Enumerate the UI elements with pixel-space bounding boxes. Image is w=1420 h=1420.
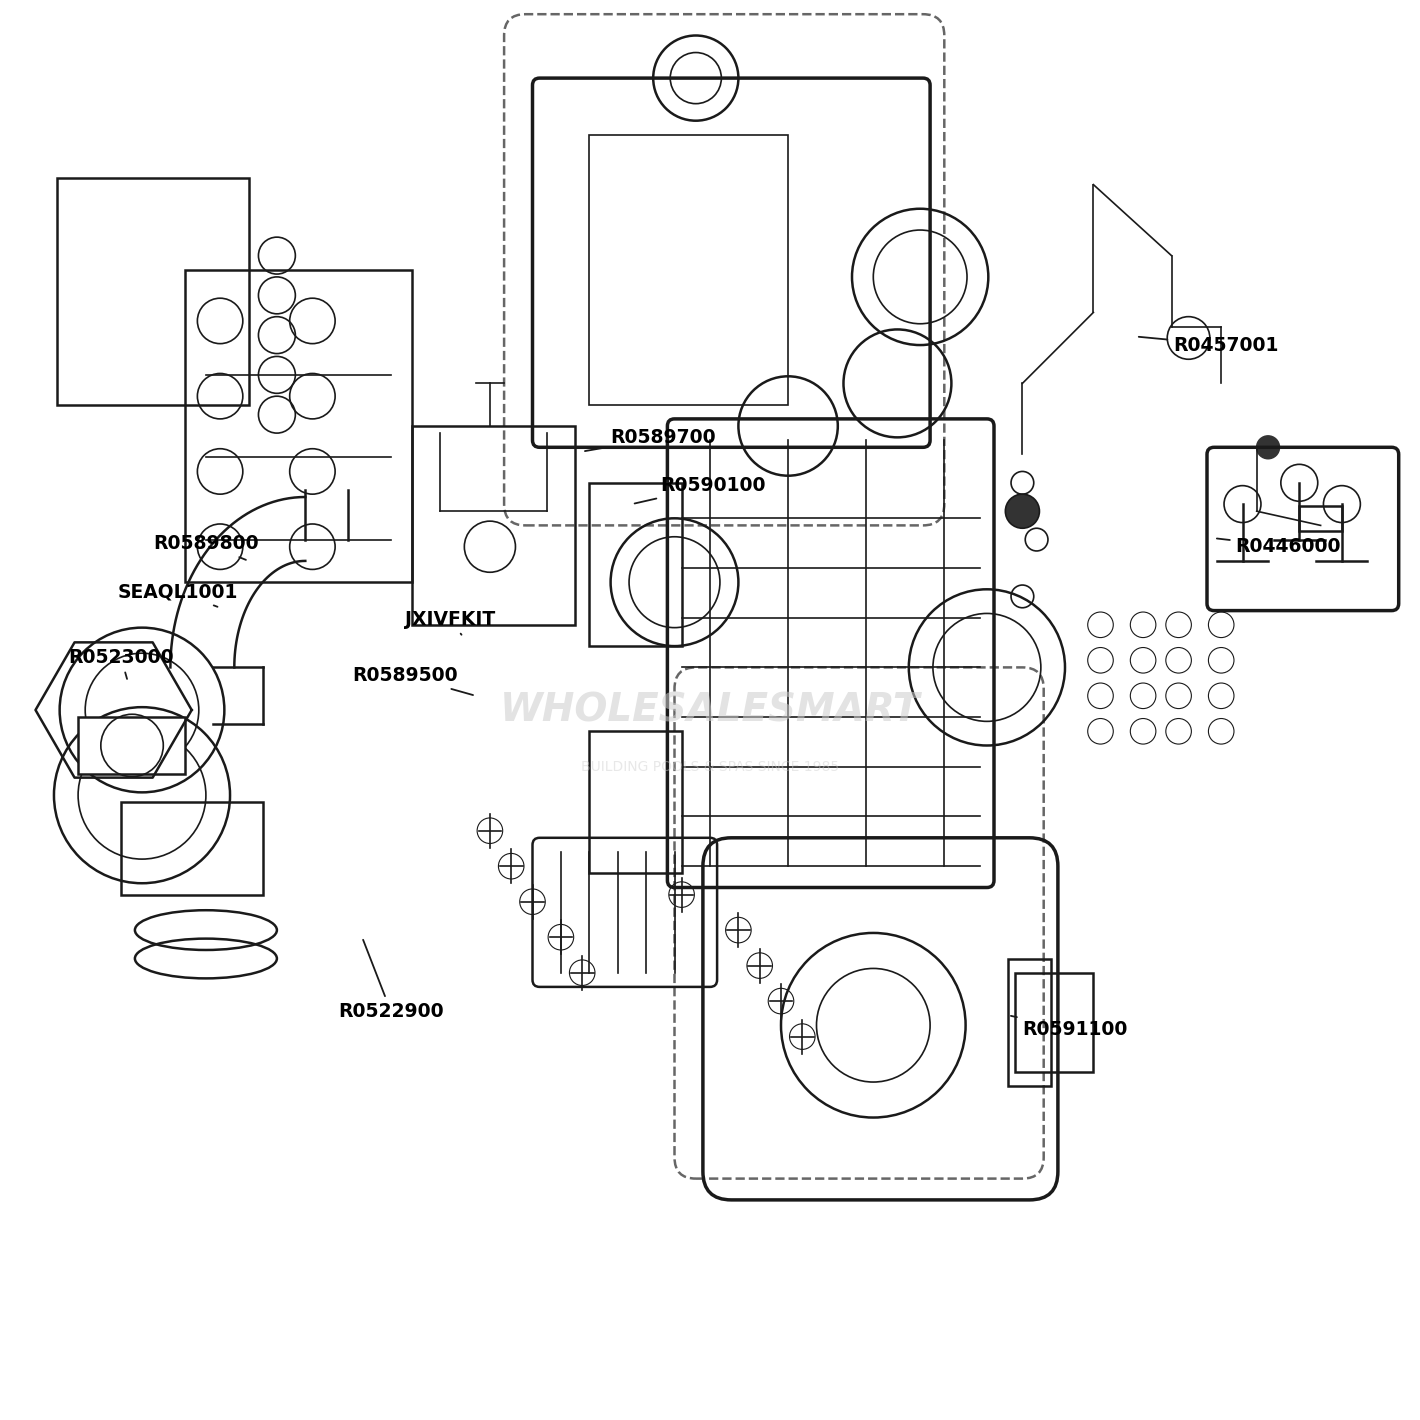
Bar — [589, 135, 788, 405]
Text: R0589800: R0589800 — [153, 534, 258, 559]
Bar — [185, 270, 412, 582]
Bar — [589, 483, 682, 646]
Bar — [57, 178, 248, 405]
Text: R0522900: R0522900 — [338, 940, 443, 1021]
Text: BUILDING POOLS & SPAS SINCE 1985: BUILDING POOLS & SPAS SINCE 1985 — [581, 760, 839, 774]
Circle shape — [1005, 494, 1039, 528]
Bar — [78, 717, 185, 774]
Text: SEAQL1001: SEAQL1001 — [118, 582, 239, 606]
Bar — [121, 802, 263, 895]
Circle shape — [1257, 436, 1279, 459]
Text: WHOLESALESMART: WHOLESALESMART — [500, 692, 920, 728]
Text: R0589500: R0589500 — [352, 666, 473, 694]
Bar — [1008, 959, 1051, 1086]
Text: R0446000: R0446000 — [1217, 537, 1340, 557]
Bar — [589, 731, 682, 873]
Text: R0457001: R0457001 — [1139, 335, 1278, 355]
Text: R0523000: R0523000 — [68, 648, 173, 679]
Text: R0591100: R0591100 — [1011, 1015, 1127, 1039]
Bar — [1299, 506, 1342, 531]
Text: R0590100: R0590100 — [635, 476, 765, 504]
Bar — [412, 426, 575, 625]
Bar — [1015, 973, 1093, 1072]
Text: JXIVFKIT: JXIVFKIT — [405, 609, 496, 635]
Text: R0589700: R0589700 — [585, 427, 716, 452]
